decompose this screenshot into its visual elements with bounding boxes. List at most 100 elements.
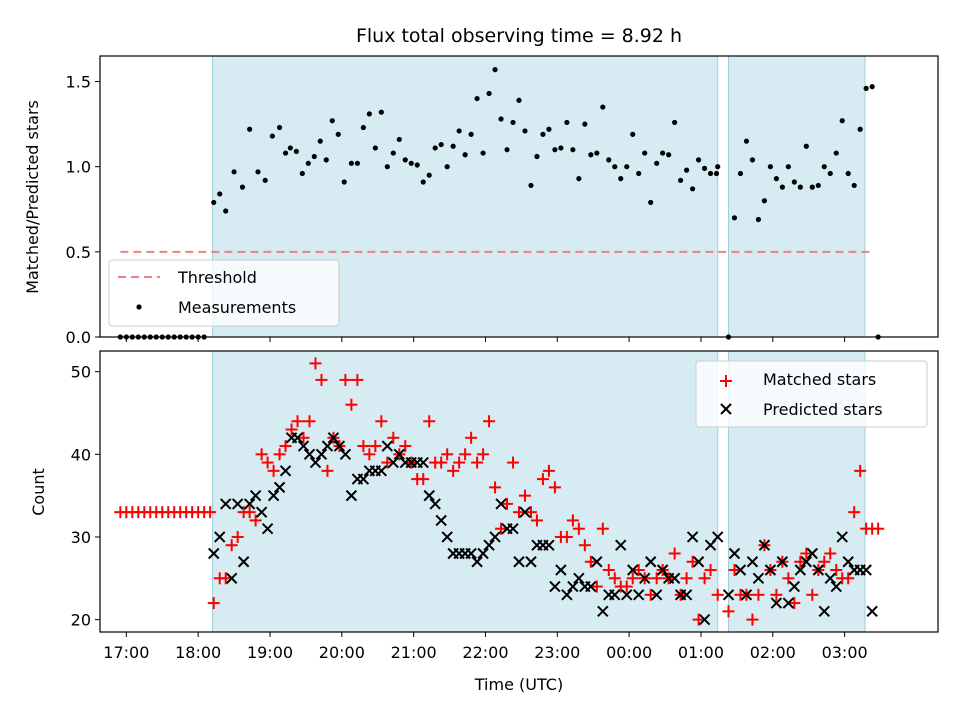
- measurement-point: [594, 150, 600, 156]
- matched-star-point: [243, 506, 256, 519]
- matched-star-point: [602, 564, 615, 577]
- measurement-point: [311, 153, 317, 160]
- bottom-panel: 20 30 40 50 17:00 18:00 19:00 20:00 21:00 22:00 2…: [29, 350, 939, 694]
- predicted-star-point: [291, 432, 304, 444]
- predicted-star-point: [231, 498, 244, 510]
- predicted-star-point: [513, 556, 525, 568]
- matched-star-point: [530, 514, 543, 527]
- matched-star-point: [711, 588, 724, 601]
- x-tick-label: 17:00: [103, 643, 149, 662]
- measurement-point: [438, 141, 444, 148]
- matched-star-point: [584, 555, 597, 568]
- matched-star-point: [722, 605, 735, 618]
- predicted-star-point: [387, 456, 400, 469]
- predicted-star-point: [441, 531, 453, 543]
- predicted-star-point: [758, 539, 771, 551]
- x-tick-label: 00:00: [606, 643, 652, 662]
- matched-star-point: [632, 564, 645, 577]
- predicted-star-point: [615, 539, 627, 551]
- measurement-point: [510, 119, 516, 126]
- measurement-point: [540, 131, 546, 137]
- matched-star-point: [644, 588, 657, 601]
- matched-star-point: [249, 514, 262, 527]
- top-legend-box: [108, 259, 340, 327]
- predicted-star-point: [806, 547, 819, 560]
- matched-star-point: [782, 572, 795, 585]
- matched-star-point: [578, 539, 591, 552]
- measurement-point: [833, 150, 839, 156]
- measurement-point: [767, 164, 774, 170]
- matched-star-point: [848, 506, 861, 519]
- matched-star-point: [231, 530, 244, 543]
- matched-star-point: [524, 506, 537, 519]
- matched-star-point: [441, 448, 454, 461]
- measurement-point: [827, 170, 833, 177]
- legend-predicted-label: Predicted stars: [763, 400, 883, 419]
- predicted-star-point: [734, 564, 747, 576]
- matched-star-point: [536, 473, 549, 486]
- predicted-star-point: [597, 605, 609, 618]
- top-y-axis-label: Matched/Predicted stars: [23, 100, 42, 294]
- measurement-point: [269, 133, 275, 139]
- measurement-point: [498, 116, 504, 122]
- predicted-star-point: [680, 589, 693, 601]
- matched-star-point: [279, 440, 292, 453]
- measurement-point: [255, 169, 261, 175]
- predicted-star-point: [860, 564, 872, 576]
- y-tick-label: 0.0: [66, 328, 91, 347]
- measurement-point: [390, 150, 396, 156]
- predicted-star-point: [668, 572, 681, 584]
- matched-star-point: [806, 588, 819, 601]
- predicted-star-point: [764, 564, 777, 576]
- measurement-point: [408, 160, 414, 166]
- measurement-point: [600, 104, 606, 110]
- predicted-star-point: [315, 448, 328, 461]
- y-tick-label: 1.0: [66, 158, 91, 177]
- legend-matched-swatch: [720, 375, 732, 387]
- measurement-point: [480, 150, 486, 156]
- predicted-star-point: [585, 580, 597, 593]
- matched-star-point: [267, 464, 280, 477]
- y-tick-label: 30: [71, 528, 91, 547]
- predicted-star-point: [650, 589, 663, 601]
- legend-threshold-label: Threshold: [177, 268, 257, 287]
- predicted-star-point: [567, 580, 579, 593]
- matched-star-point: [255, 448, 268, 461]
- measurement-point: [414, 162, 420, 168]
- measurement-point: [624, 164, 630, 170]
- measurement-point: [239, 184, 246, 190]
- measurement-point: [678, 177, 684, 183]
- predicted-star-point: [483, 539, 495, 551]
- measurement-point: [504, 147, 510, 153]
- predicted-star-point: [633, 589, 645, 601]
- predicted-star-point: [267, 489, 280, 502]
- measurement-point: [839, 118, 845, 124]
- x-tick-label: 03:00: [822, 643, 868, 662]
- measurement-point: [223, 208, 229, 214]
- measurement-point: [755, 216, 762, 223]
- measurement-point: [282, 150, 289, 156]
- matched-star-point: [686, 555, 699, 568]
- matched-star-point: [495, 522, 508, 535]
- predicted-star-point: [621, 589, 633, 601]
- measurement-point: [247, 126, 253, 132]
- measurement-point: [211, 199, 217, 206]
- matched-star-point: [375, 415, 388, 428]
- predicted-star-point: [507, 522, 519, 535]
- matched-star-point: [273, 448, 286, 461]
- matched-star-point: [572, 522, 585, 535]
- bottom-y-axis-label: Count: [29, 468, 48, 516]
- measurement-point: [672, 119, 678, 126]
- measurement-point: [305, 160, 311, 166]
- matched-star-point: [752, 588, 765, 601]
- predicted-star-point: [573, 572, 585, 584]
- measurement-point: [522, 128, 528, 134]
- predicted-star-point: [627, 564, 639, 576]
- matched-star-point: [501, 497, 514, 510]
- predicted-star-point: [495, 498, 507, 510]
- matched-star-point: [818, 555, 831, 568]
- measurement-point: [534, 153, 540, 160]
- predicted-star-point: [393, 448, 405, 461]
- measurement-point: [821, 164, 827, 170]
